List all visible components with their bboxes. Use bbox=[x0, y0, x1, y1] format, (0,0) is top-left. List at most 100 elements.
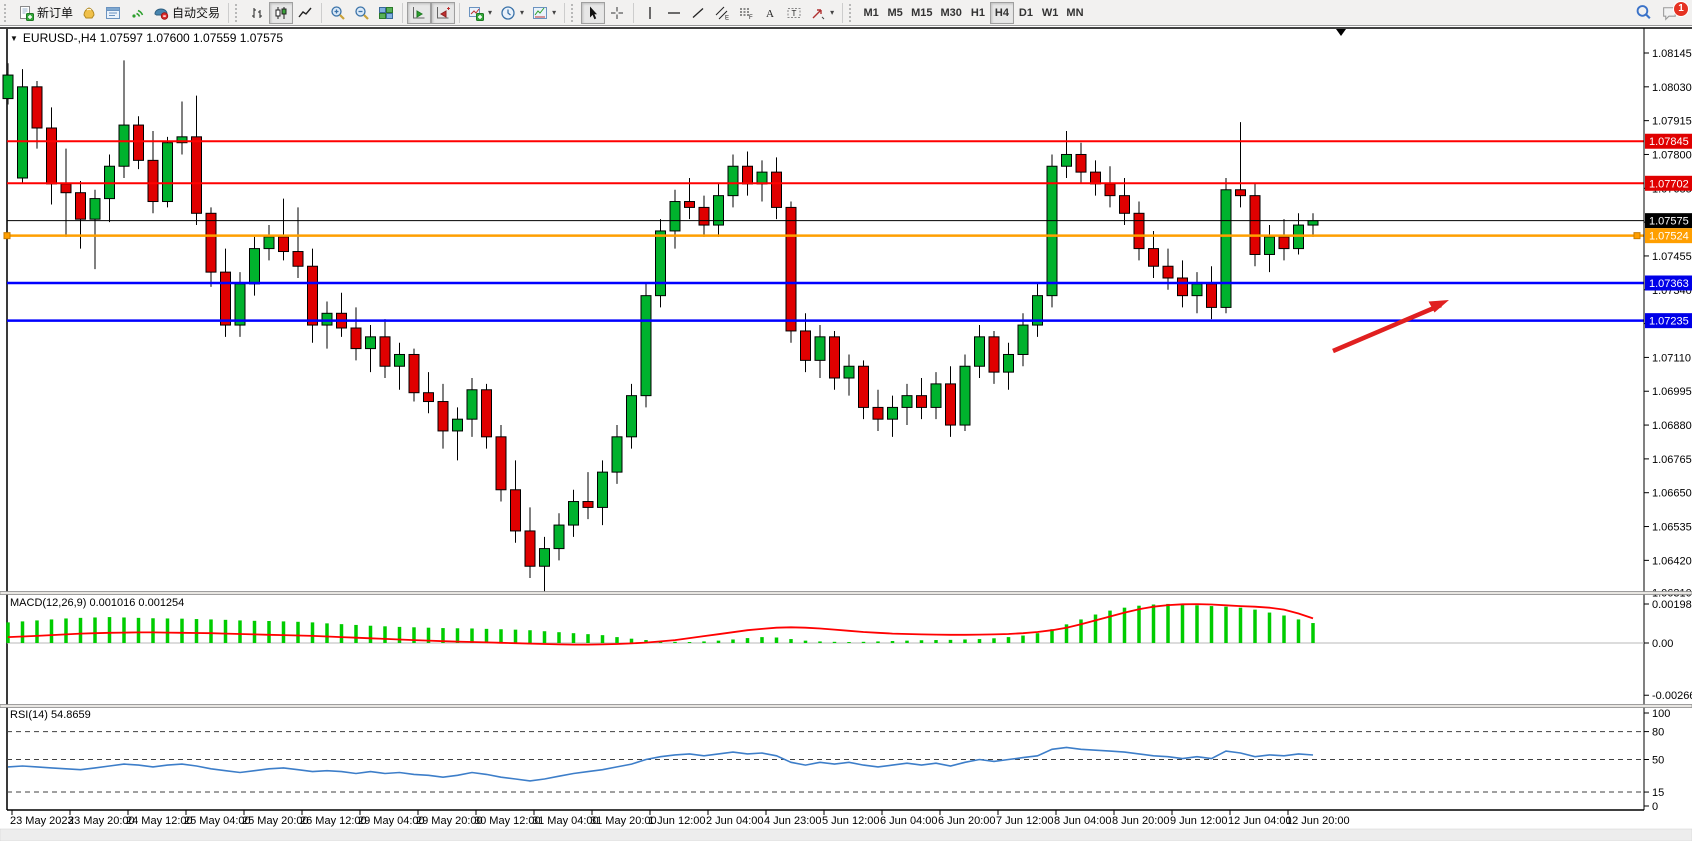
tf-m1-button[interactable]: M1 bbox=[859, 2, 883, 24]
tf-h1-button[interactable]: H1 bbox=[966, 2, 990, 24]
toolbar-grip bbox=[235, 3, 241, 22]
candle-bullish bbox=[974, 336, 985, 367]
market-watch-button[interactable] bbox=[77, 2, 101, 24]
fibonacci-button[interactable]: F bbox=[734, 2, 758, 24]
chevron-down-icon: ▾ bbox=[552, 8, 557, 17]
tf-m1-button-label: M1 bbox=[863, 6, 879, 19]
time-axis-label: 12 Jun 04:00 bbox=[1228, 815, 1292, 827]
toolbar-group bbox=[245, 0, 317, 26]
candlestick-button[interactable] bbox=[269, 1, 294, 24]
candle-bearish bbox=[742, 165, 753, 185]
toolbar-separator bbox=[564, 2, 566, 23]
price-badge bbox=[1645, 175, 1692, 191]
time-axis-label: 4 Jun 23:00 bbox=[764, 815, 822, 827]
candle-bearish bbox=[1090, 171, 1101, 185]
svg-text:E: E bbox=[725, 15, 729, 21]
vertical-line-button[interactable] bbox=[638, 2, 662, 24]
auto-scroll-button[interactable] bbox=[407, 1, 432, 24]
candle-bullish bbox=[2, 74, 14, 100]
candle-bearish bbox=[46, 127, 57, 185]
candle-bullish bbox=[1307, 220, 1319, 226]
cursor-button[interactable] bbox=[581, 1, 606, 24]
candle-bullish bbox=[176, 136, 188, 144]
templates-button[interactable]: ▾ bbox=[528, 2, 560, 24]
tf-m30-button-label: M30 bbox=[940, 6, 962, 19]
chart-shift-button[interactable] bbox=[431, 1, 456, 24]
tf-m15-button[interactable]: M15 bbox=[907, 2, 936, 24]
chart-canvas[interactable]: 1.081451.080301.079151.078001.076851.075… bbox=[0, 26, 1692, 841]
trendline-button[interactable] bbox=[686, 2, 710, 24]
new-order-button-label: 新订单 bbox=[37, 6, 74, 20]
periods-icon bbox=[500, 5, 516, 21]
candle-bearish bbox=[771, 171, 782, 208]
candle-bullish bbox=[1061, 153, 1072, 167]
zoom-out-button[interactable] bbox=[350, 2, 374, 24]
new-order-button[interactable]: 新订单 bbox=[14, 2, 77, 24]
pane-separator[interactable] bbox=[0, 591, 1692, 595]
candle-bearish bbox=[785, 206, 797, 332]
signals-button[interactable] bbox=[125, 2, 149, 24]
new-order-icon bbox=[18, 5, 34, 21]
time-axis-label: 29 May 20:00 bbox=[416, 815, 483, 827]
tf-d1-button[interactable]: D1 bbox=[1014, 2, 1038, 24]
rsi-indicator-label: RSI(14) 54.8659 bbox=[10, 709, 91, 721]
channel-button[interactable]: E bbox=[710, 2, 734, 24]
candle-bearish bbox=[524, 530, 536, 567]
templates-icon bbox=[532, 5, 548, 21]
search-button[interactable] bbox=[1630, 2, 1657, 24]
candle-bearish bbox=[292, 251, 304, 267]
text-icon: A bbox=[762, 5, 778, 21]
pane-separator[interactable] bbox=[0, 704, 1692, 708]
channel-icon: E bbox=[714, 5, 730, 21]
candle-bearish bbox=[829, 336, 840, 379]
tf-m30-button[interactable]: M30 bbox=[937, 2, 966, 24]
horizontal-line-button[interactable] bbox=[662, 2, 686, 24]
line-handle[interactable] bbox=[3, 232, 11, 240]
arrow-annotation-head[interactable] bbox=[1428, 300, 1450, 313]
chevron-down-icon: ▾ bbox=[488, 8, 493, 17]
candle-bullish bbox=[365, 336, 376, 350]
candle-bullish bbox=[162, 142, 173, 203]
bar-chart-button[interactable] bbox=[245, 2, 269, 24]
rsi-axis-label: 50 bbox=[1652, 755, 1664, 767]
toolbar-grip bbox=[849, 3, 855, 22]
line-chart-button[interactable] bbox=[293, 2, 317, 24]
indicators-button[interactable]: ▾ bbox=[464, 2, 496, 24]
chart-collapse-icon[interactable]: ▼ bbox=[10, 33, 18, 43]
autoscroll-icon bbox=[411, 5, 427, 21]
candle-bullish bbox=[539, 548, 550, 567]
candle-bullish bbox=[17, 86, 28, 179]
candle-bearish bbox=[481, 389, 492, 438]
hline-icon bbox=[666, 5, 682, 21]
line-chart-icon bbox=[297, 5, 313, 21]
arrows-button[interactable]: ▾ bbox=[806, 2, 838, 24]
periods-button[interactable]: ▾ bbox=[496, 2, 528, 24]
toolbar-separator bbox=[321, 2, 323, 23]
time-axis-label: 1 Jun 12:00 bbox=[648, 815, 706, 827]
zoom-in-button[interactable] bbox=[326, 2, 350, 24]
autotrading-button[interactable]: 自动交易 bbox=[149, 2, 224, 24]
candle-bearish bbox=[1235, 189, 1246, 197]
tf-w1-button[interactable]: W1 bbox=[1038, 2, 1063, 24]
trendline-icon bbox=[690, 5, 706, 21]
tf-mn-button[interactable]: MN bbox=[1062, 2, 1087, 24]
window-bottom-strip bbox=[0, 828, 1692, 841]
toolbar-group: 新订单 自动交易 bbox=[14, 0, 224, 26]
price-badge bbox=[1645, 213, 1692, 229]
tile-windows-button[interactable] bbox=[374, 2, 398, 24]
tf-m15-button-label: M15 bbox=[911, 6, 933, 19]
chart-top-marker-icon bbox=[1336, 29, 1346, 36]
text-button[interactable]: A bbox=[758, 2, 782, 24]
tf-m5-button[interactable]: M5 bbox=[883, 2, 907, 24]
candle-bearish bbox=[1177, 277, 1188, 297]
toolbar-group: M1 M5 M15 M30 H1 H4 D1 W1 MN bbox=[859, 0, 1087, 26]
candle-bullish bbox=[1264, 236, 1275, 255]
line-handle[interactable] bbox=[1633, 232, 1641, 240]
tf-h4-button[interactable]: H4 bbox=[989, 1, 1014, 24]
label-button[interactable]: T bbox=[782, 2, 806, 24]
time-axis-label: 8 Jun 20:00 bbox=[1112, 815, 1170, 827]
crosshair-button[interactable] bbox=[605, 2, 629, 24]
arrow-annotation[interactable] bbox=[1332, 302, 1442, 354]
data-window-button[interactable] bbox=[101, 2, 125, 24]
candle-bullish bbox=[394, 353, 405, 367]
